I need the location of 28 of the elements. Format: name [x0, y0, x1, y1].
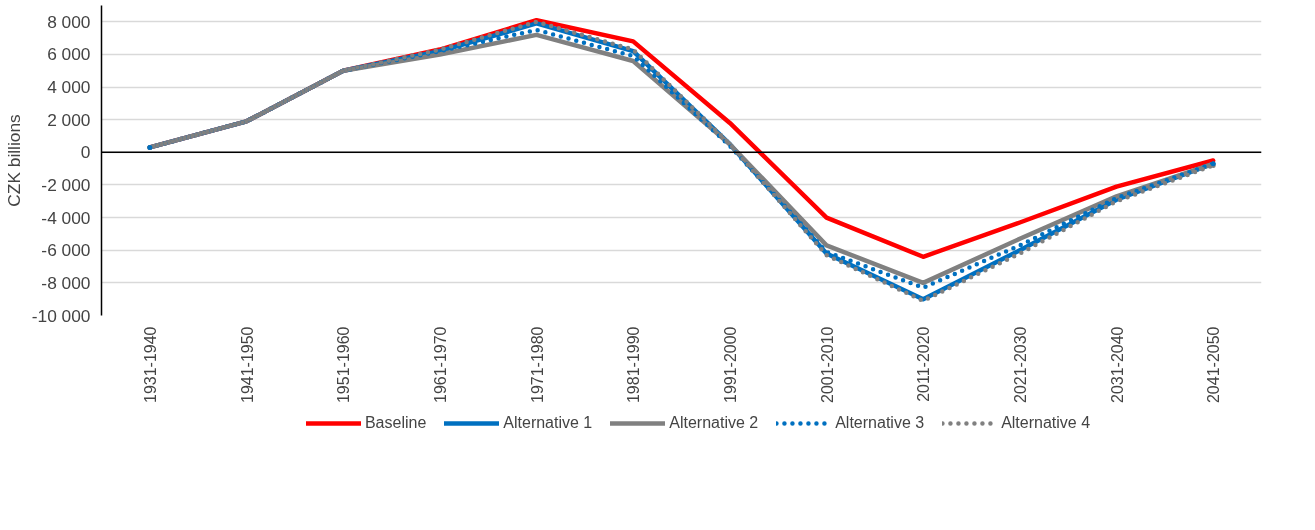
x-tick-label: 1931-1940 — [141, 326, 159, 404]
x-tick-label: 2001-2010 — [818, 326, 836, 404]
y-tick-label: 4 000 — [47, 77, 91, 98]
x-tick-label: 1961-1970 — [431, 326, 449, 404]
legend-label: Alternative 1 — [503, 414, 593, 432]
y-tick-label: -10 000 — [31, 305, 91, 326]
x-tick-label: 2021-2030 — [1011, 326, 1029, 404]
x-tick-label: 1991-2000 — [721, 326, 739, 404]
legend-label: Alternative 3 — [835, 414, 925, 432]
y-tick-label: -2 000 — [41, 174, 91, 195]
y-tick-label: -6 000 — [41, 240, 91, 261]
x-tick-label: 2031-2040 — [1108, 326, 1126, 404]
y-tick-label: 0 — [80, 142, 91, 163]
y-tick-label: 2 000 — [47, 109, 91, 130]
x-tick-label: 2011-2020 — [915, 326, 933, 402]
legend-label: Baseline — [364, 414, 427, 432]
x-tick-label: 1971-1980 — [528, 326, 546, 404]
legend-label: Alternative 4 — [1001, 414, 1091, 432]
y-tick-label: 6 000 — [47, 44, 91, 65]
legend-label: Alternative 2 — [669, 414, 759, 432]
y-tick-label: -8 000 — [41, 272, 91, 293]
x-tick-label: 1951-1960 — [335, 326, 353, 404]
y-axis-title: CZK billions — [3, 113, 24, 207]
x-tick-label: 2041-2050 — [1205, 326, 1223, 404]
x-tick-label: 1981-1990 — [625, 326, 643, 404]
y-tick-label: 8 000 — [47, 11, 91, 32]
y-tick-label: -4 000 — [41, 207, 91, 228]
x-tick-label: 1941-1950 — [238, 326, 256, 404]
